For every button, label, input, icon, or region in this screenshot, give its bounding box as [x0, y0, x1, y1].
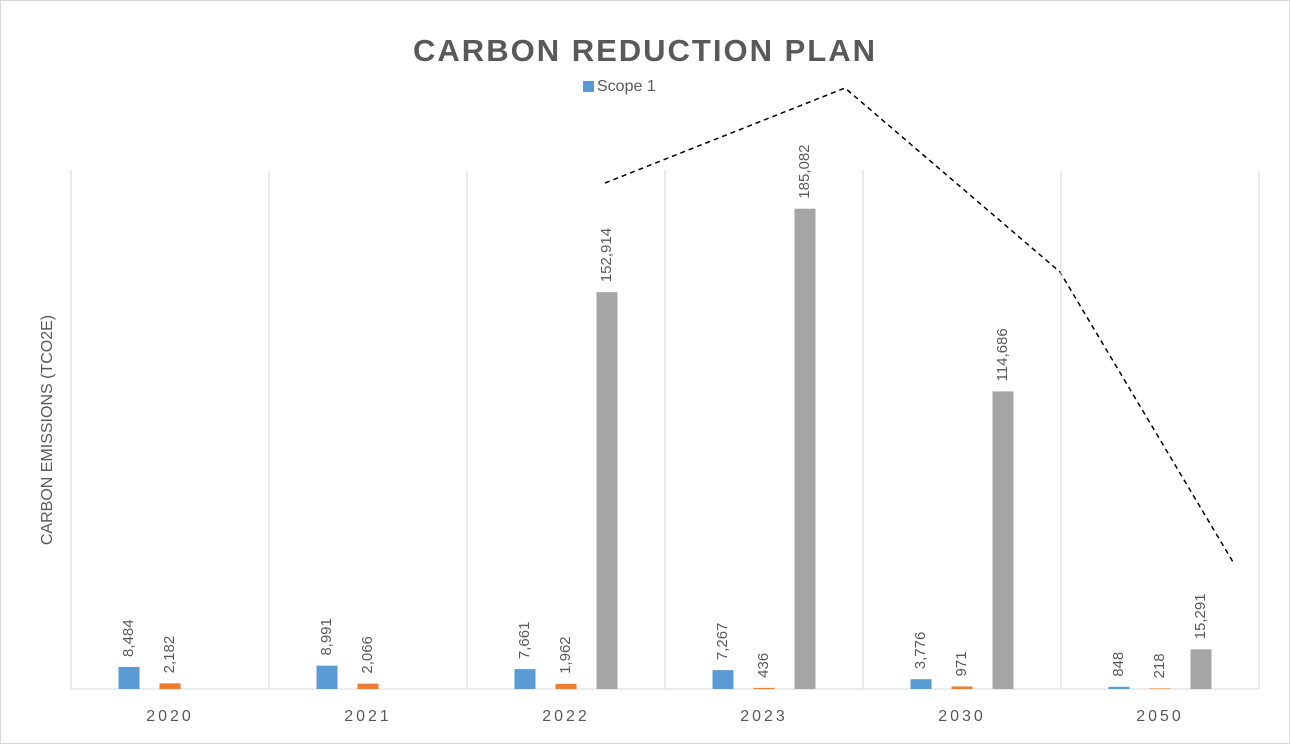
data-label: 7,661 [516, 622, 533, 660]
y-axis-label: CARBON EMISSIONS (TCO2E) [39, 315, 56, 545]
data-label: 8,484 [120, 619, 137, 657]
chart-title: CARBON REDUCTION PLAN [413, 33, 877, 68]
data-label: 7,267 [714, 623, 731, 661]
x-tick-label: 2050 [1136, 708, 1184, 725]
data-label: 2,182 [161, 636, 178, 674]
x-tick-label: 2022 [542, 708, 590, 725]
bar [951, 686, 973, 689]
data-label: 436 [755, 653, 772, 678]
data-label: 15,291 [1192, 593, 1209, 639]
legend-swatch [583, 81, 594, 92]
data-label: 1,962 [557, 636, 574, 674]
bar [712, 670, 734, 689]
bar [159, 683, 181, 689]
x-tick-label: 2030 [938, 708, 986, 725]
bar [118, 666, 140, 689]
data-label: 848 [1110, 652, 1127, 677]
bar [794, 208, 816, 689]
bar [992, 391, 1014, 689]
bar [753, 687, 775, 689]
bar [910, 679, 932, 689]
bar [596, 292, 618, 689]
x-tick-label: 2020 [146, 708, 194, 725]
data-label: 8,991 [318, 618, 335, 656]
bar [357, 683, 379, 689]
bar [1108, 686, 1130, 689]
bar [1190, 649, 1212, 689]
x-tick-label: 2021 [344, 708, 392, 725]
x-tick-label: 2023 [740, 708, 788, 725]
data-label: 114,686 [994, 328, 1011, 381]
bar [316, 665, 338, 689]
legend-label: Scope 1 [597, 78, 656, 95]
data-label: 2,066 [359, 636, 376, 674]
data-label: 218 [1151, 653, 1168, 678]
data-label: 152,914 [598, 228, 615, 282]
data-label: 971 [953, 651, 970, 676]
data-label: 185,082 [796, 144, 813, 198]
data-label: 3,776 [912, 632, 929, 670]
bar [514, 669, 536, 689]
bar [555, 683, 577, 689]
bar [1149, 688, 1171, 689]
trend-line [604, 87, 1234, 563]
